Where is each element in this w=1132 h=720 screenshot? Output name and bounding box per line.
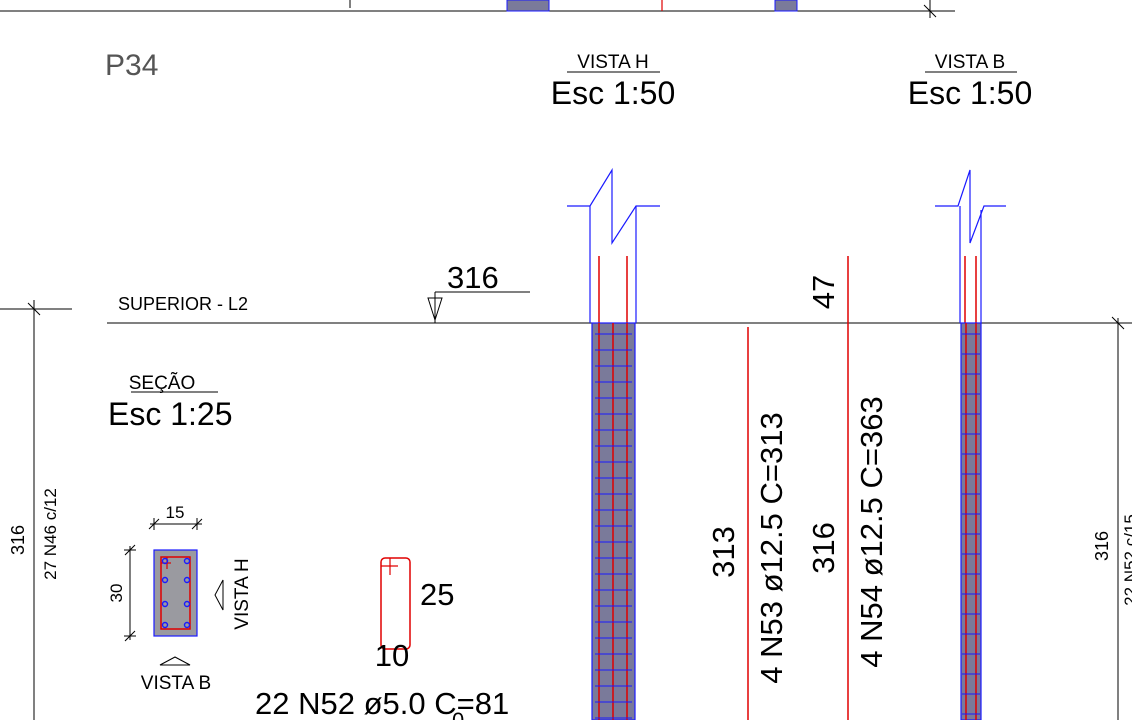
- rebar-54: 47 316 4 N54 ø12.5 C=363: [806, 256, 889, 720]
- stirrup-width-dim: 10: [375, 638, 409, 673]
- right-dimension: 316 22 N52 c/15: [1092, 316, 1132, 720]
- section-vista-b-label: VISTA B: [141, 673, 211, 694]
- rebar-54-label: 4 N54 ø12.5 C=363: [854, 396, 889, 667]
- top-remnant: [0, 0, 955, 18]
- level-name: SUPERIOR - L2: [118, 294, 248, 314]
- left-dimension: 316 27 N46 c/12: [0, 300, 72, 720]
- right-height-dim: 316: [1092, 531, 1112, 561]
- vista-b-title: VISTA B Esc 1:50: [908, 52, 1033, 111]
- stirrup-detail: 25 10 22 N52 ø5.0 C=81 0: [255, 557, 509, 720]
- stirrup-shape: [380, 557, 411, 650]
- vista-h-scale: Esc 1:50: [551, 75, 676, 111]
- section-title: SEÇÃO Esc 1:25: [108, 372, 233, 432]
- section-bars: [161, 557, 191, 629]
- vista-h-title: VISTA H Esc 1:50: [551, 52, 676, 111]
- vista-b-column: [935, 169, 1006, 720]
- right-stirrups: 22 N52 c/15: [1121, 514, 1132, 606]
- rebar-54-length: 316: [806, 522, 841, 574]
- left-stirrups: 27 N46 c/12: [41, 488, 60, 580]
- left-height-dim: 316: [8, 525, 28, 555]
- vista-h-label: VISTA H: [577, 52, 648, 73]
- rebar-53-length: 313: [706, 526, 741, 578]
- level-line: SUPERIOR - L2 316: [107, 260, 1132, 324]
- vista-b-scale: Esc 1:50: [908, 75, 1033, 111]
- section-scale: Esc 1:25: [108, 396, 233, 432]
- vista-h-arrow-icon: [214, 579, 224, 611]
- vista-h-stirrups: [595, 333, 632, 719]
- rebar-54-lap: 47: [806, 275, 841, 309]
- stirrup-callout: 22 N52 ø5.0 C=81: [255, 686, 509, 720]
- section-vista-h-label: VISTA H: [232, 558, 253, 629]
- section-height-dim: 30: [107, 584, 126, 603]
- vista-h-column: [567, 167, 660, 720]
- stirrup-extra: 0: [452, 708, 464, 720]
- rebar-53: 313 4 N53 ø12.5 C=313: [706, 327, 789, 720]
- section-width-dim: 15: [166, 503, 185, 522]
- pillar-id: P34: [105, 49, 158, 82]
- vista-b-label: VISTA B: [935, 52, 1005, 73]
- vista-b-concrete: [960, 322, 982, 720]
- section-label: SEÇÃO: [129, 372, 196, 394]
- level-elevation: 316: [447, 260, 499, 295]
- vista-b-arrow-icon: [159, 656, 191, 666]
- cross-section: 15 30 VISTA H VISTA B: [107, 503, 253, 694]
- vista-b-stirrups: [962, 333, 980, 715]
- rebar-53-label: 4 N53 ø12.5 C=313: [754, 412, 789, 683]
- stirrup-height-dim: 25: [420, 577, 454, 612]
- section-stirrup: [160, 556, 191, 630]
